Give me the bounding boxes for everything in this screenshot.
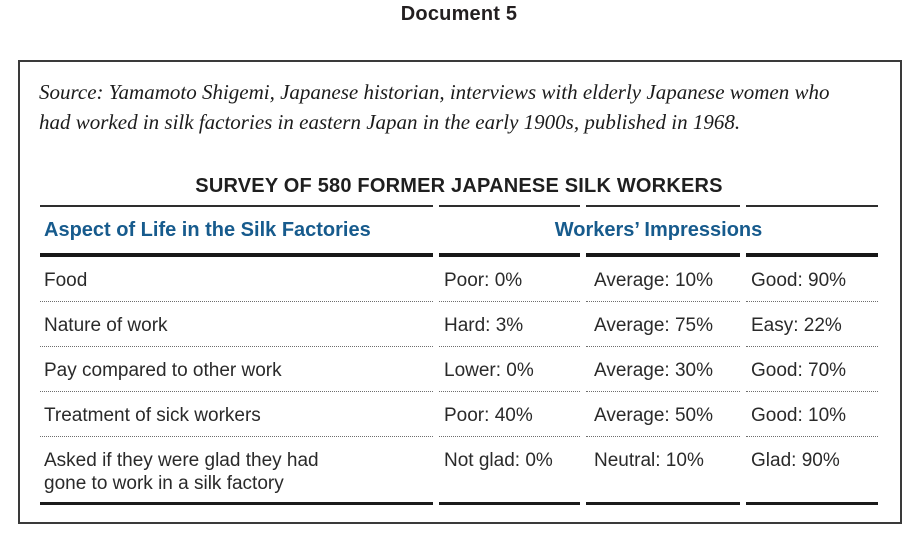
impression-cell: Not glad: 0% — [444, 450, 553, 471]
document-frame: Source: Yamamoto Shigemi, Japanese histo… — [18, 60, 902, 524]
aspect-cell: Treatment of sick workers — [40, 392, 433, 437]
source-citation-line2: had worked in silk factories in eastern … — [39, 110, 741, 134]
impression-cell: Good: 70% — [746, 347, 878, 392]
rule-segment — [746, 502, 878, 505]
source-citation: Source: Yamamoto Shigemi, Japanese histo… — [39, 77, 882, 137]
impression-cell: Glad: 90% — [751, 450, 840, 471]
rule-segment — [439, 253, 580, 257]
impression-cell: Average: 10% — [586, 257, 740, 302]
rule-segment — [746, 253, 878, 257]
aspect-line2: gone to work in a silk factory — [44, 473, 284, 494]
survey-table-title: SURVEY OF 580 FORMER JAPANESE SILK WORKE… — [195, 175, 723, 197]
page-title: Document 5 — [400, 3, 518, 25]
rule-segment — [586, 502, 740, 505]
aspect-cell: Food — [40, 257, 433, 302]
rule-segment — [586, 253, 740, 257]
rule-segment — [439, 205, 580, 207]
column-header-aspect: Aspect of Life in the Silk Factories — [44, 218, 371, 241]
rule-segment — [746, 205, 878, 207]
impression-cell: Lower: 0% — [439, 347, 580, 392]
impression-cell: Hard: 3% — [439, 302, 580, 347]
impression-cell: Neutral: 10% — [594, 450, 704, 471]
rule-segment — [40, 502, 433, 505]
source-citation-line1: Source: Yamamoto Shigemi, Japanese histo… — [39, 80, 830, 104]
impression-cell: Good: 90% — [746, 257, 878, 302]
impression-cell: Average: 50% — [586, 392, 740, 437]
aspect-line1: Asked if they were glad they had — [44, 450, 319, 471]
rule-segment — [40, 253, 433, 257]
impression-cell: Good: 10% — [746, 392, 878, 437]
rule-segment — [40, 205, 433, 207]
survey-table: Aspect of Life in the Silk Factories Wor… — [34, 205, 884, 505]
rule-segment — [439, 502, 580, 505]
rule-segment — [586, 205, 740, 207]
impression-cell: Poor: 40% — [439, 392, 580, 437]
aspect-cell: Asked if they were glad they had gone to… — [40, 437, 433, 502]
impression-cell: Average: 75% — [586, 302, 740, 347]
aspect-cell: Nature of work — [40, 302, 433, 347]
impression-cell: Average: 30% — [586, 347, 740, 392]
impression-cell: Poor: 0% — [439, 257, 580, 302]
aspect-cell: Pay compared to other work — [40, 347, 433, 392]
column-header-impressions: Workers’ Impressions — [554, 218, 763, 241]
impression-cell: Easy: 22% — [746, 302, 878, 347]
